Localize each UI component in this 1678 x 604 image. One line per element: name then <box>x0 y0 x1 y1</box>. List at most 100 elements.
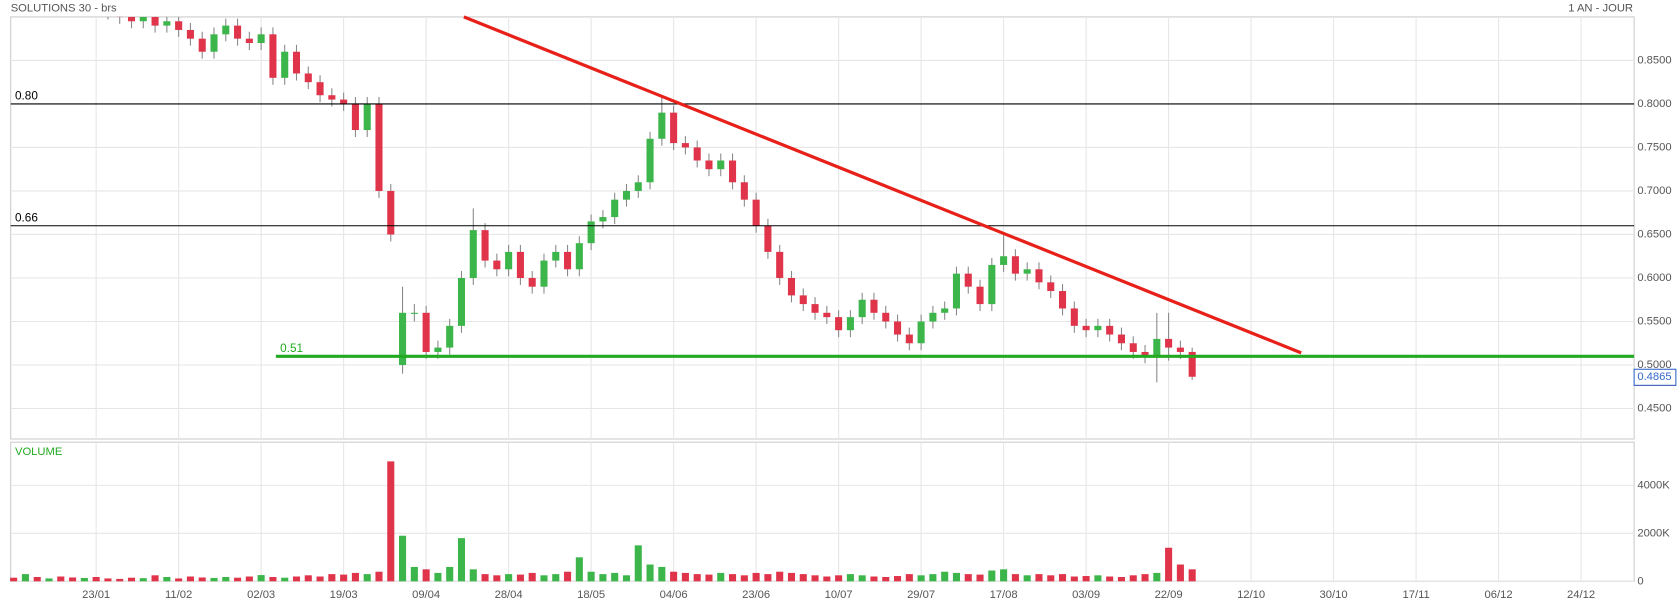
volume-bar <box>1141 574 1149 582</box>
candle-body <box>304 73 312 83</box>
x-tick-label: 17/08 <box>990 589 1018 601</box>
candle-body <box>410 312 418 314</box>
volume-bar <box>186 576 194 582</box>
x-tick-label: 03/09 <box>1072 589 1100 601</box>
volume-bar <box>45 578 53 582</box>
candle-body <box>351 103 359 131</box>
volume-bar <box>964 574 972 582</box>
candle-body <box>917 321 925 344</box>
volume-bar <box>1047 575 1055 582</box>
candle-body <box>964 273 972 287</box>
candle-body <box>151 16 159 26</box>
volume-bar <box>929 574 937 582</box>
candle-body <box>787 277 796 296</box>
volume-bar <box>740 575 748 582</box>
volume-bar <box>1070 576 1078 582</box>
candle-body <box>681 143 689 148</box>
volume-bar <box>1117 576 1125 582</box>
volume-bar <box>835 575 843 582</box>
volume-bar <box>1165 547 1173 582</box>
volume-bar <box>658 566 666 582</box>
volume-bar <box>422 569 430 582</box>
volume-bar <box>693 574 701 582</box>
candle-body <box>646 138 654 183</box>
level-label: 0.51 <box>280 342 303 355</box>
candle-body <box>1082 325 1090 331</box>
x-tick-label: 23/01 <box>82 589 110 601</box>
candle-body <box>1059 291 1067 309</box>
candle-body <box>599 217 607 222</box>
candle-body <box>222 25 230 35</box>
volume-bar <box>705 574 713 582</box>
x-tick-label: 12/10 <box>1237 589 1265 601</box>
volume-bar <box>446 566 454 582</box>
candle-body <box>281 51 289 78</box>
x-tick-label: 24/12 <box>1567 589 1595 601</box>
x-tick-label: 04/06 <box>660 589 688 601</box>
volume-bar <box>92 576 100 582</box>
volume-bar <box>127 577 136 582</box>
candle-body <box>528 277 536 287</box>
volume-bar <box>1059 574 1067 582</box>
y-tick-label: 0.8500 <box>1637 54 1671 66</box>
volume-bar <box>304 575 312 582</box>
volume-bar <box>882 576 890 582</box>
volume-bar <box>21 574 29 582</box>
candle-body <box>1188 351 1196 377</box>
candle-body <box>564 251 572 270</box>
volume-bar <box>340 574 348 582</box>
candle-body <box>575 243 583 270</box>
volume-bar <box>611 572 619 582</box>
volume-bar <box>564 571 572 582</box>
candle-body <box>740 182 748 200</box>
volume-bar <box>846 574 854 582</box>
volume-bar <box>540 575 548 582</box>
volume-bar <box>670 571 678 582</box>
volume-bar <box>234 577 242 582</box>
candle-body <box>1165 338 1173 348</box>
candle-body <box>328 95 336 100</box>
last-price-label: 0.4865 <box>1637 371 1671 383</box>
volume-bar <box>1176 564 1184 582</box>
volume-bar <box>634 545 642 582</box>
candle-body <box>375 103 383 191</box>
level-label: 0.66 <box>15 211 38 224</box>
volume-bar <box>976 574 984 582</box>
volume-bar <box>198 577 206 582</box>
candle-body <box>434 347 442 352</box>
candle-body <box>823 312 831 318</box>
y-tick-label: 0.6000 <box>1637 272 1671 284</box>
volume-bar <box>823 576 831 582</box>
x-tick-label: 11/02 <box>165 589 192 601</box>
volume-bar <box>222 576 230 582</box>
candle-body <box>705 160 713 170</box>
candle-body <box>1070 308 1078 326</box>
candle-body <box>422 312 430 352</box>
x-tick-label: 30/10 <box>1320 589 1348 601</box>
candle-body <box>234 25 242 39</box>
volume-bar <box>139 578 147 582</box>
volume-bar <box>292 576 301 582</box>
volume-bar <box>717 572 725 582</box>
candle-body <box>870 299 878 313</box>
candle-body <box>1000 256 1008 265</box>
volume-bar <box>752 572 760 582</box>
candle-body <box>799 295 807 305</box>
volume-bar <box>799 574 807 582</box>
candle-body <box>387 190 395 235</box>
last-price-box <box>1633 368 1677 386</box>
candle-body <box>764 225 772 252</box>
candle-body <box>976 286 984 305</box>
candle-body <box>363 103 371 131</box>
volume-bar <box>599 574 607 582</box>
y-tick-label: 0.6500 <box>1637 228 1671 240</box>
candle-body <box>139 16 147 22</box>
candle-body <box>116 13 123 17</box>
x-tick-label: 10/07 <box>825 589 853 601</box>
volume-bar <box>163 576 171 582</box>
candle-body <box>752 199 760 226</box>
candle-body <box>481 230 489 261</box>
candle-body <box>175 21 183 30</box>
candle-body <box>905 334 913 344</box>
candle-body <box>457 277 466 326</box>
